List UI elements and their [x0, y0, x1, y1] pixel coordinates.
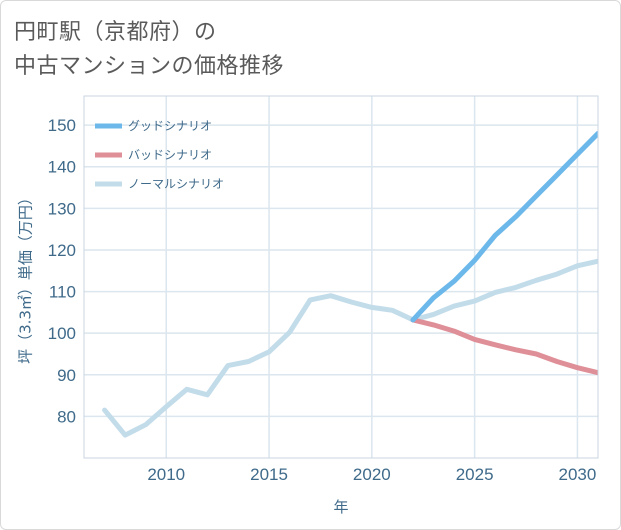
x-tick-label: 2015	[250, 465, 288, 484]
series-layer	[102, 130, 598, 438]
y-tick-label: 100	[48, 324, 76, 343]
legend-label: ノーマルシナリオ	[128, 177, 224, 191]
y-tick-label: 90	[57, 366, 76, 385]
x-tick-label: 2020	[353, 465, 391, 484]
x-tick-label: 2025	[456, 465, 494, 484]
tick-labels: 2010 2015 2020 2025 2030 80 90 100 110 120 130 140 1…	[48, 116, 597, 484]
y-tick-label: 130	[48, 199, 76, 218]
y-tick-label: 120	[48, 241, 76, 260]
x-tick-label: 2010	[147, 465, 185, 484]
chart-title: 円町駅（京都府）の 中古マンションの価格推移	[14, 16, 284, 84]
series-line	[410, 130, 598, 323]
grid	[84, 96, 598, 458]
y-axis-label: 坪（3.3㎡）単価（万円）	[17, 190, 35, 364]
y-tick-label: 150	[48, 116, 76, 135]
series-line	[102, 258, 598, 438]
chart-title-line2: 中古マンションの価格推移	[14, 54, 285, 79]
plot-border	[83, 95, 599, 459]
x-tick-label: 2030	[559, 465, 597, 484]
chart-title-line1: 円町駅（京都府）の	[14, 20, 217, 45]
y-tick-label: 80	[57, 407, 76, 426]
y-tick-label: 110	[49, 283, 76, 302]
legend-label: バッドシナリオ	[128, 148, 212, 162]
series-line	[410, 317, 598, 376]
legend-label: グッドシナリオ	[128, 119, 212, 133]
x-axis-label: 年	[333, 498, 348, 516]
y-tick-label: 140	[48, 158, 76, 177]
